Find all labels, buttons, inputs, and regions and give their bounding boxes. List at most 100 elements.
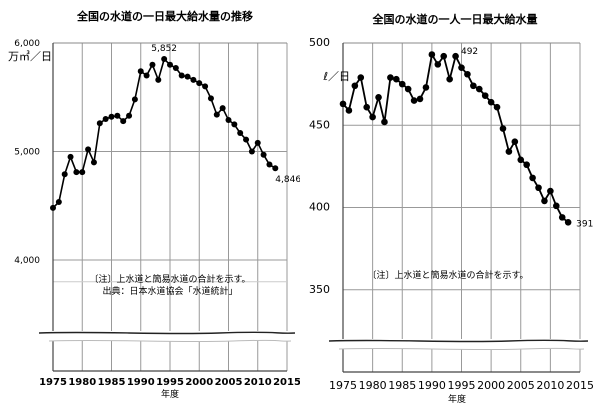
data-point [535, 184, 542, 192]
data-point [517, 156, 525, 164]
x-tick-label: 2010 [536, 379, 564, 392]
left-chart: 全国の水道の一日最大給水量の推移 6,000 5,000 4,000 万㎥／日 1975 1… [8, 9, 300, 400]
x-tick-label: 2000 [185, 377, 213, 388]
data-point [564, 219, 572, 226]
data-point [357, 74, 365, 81]
x-tick-label: 1975 [39, 377, 67, 388]
axis-break-line [48, 339, 292, 343]
data-point [55, 198, 62, 205]
data-point [464, 70, 471, 78]
data-point [219, 105, 226, 112]
data-point [272, 165, 279, 172]
data-point [248, 148, 255, 155]
data-point [202, 83, 209, 90]
y-tick-label: 4,000 [14, 256, 40, 266]
x-tick-label: 2000 [477, 379, 505, 392]
data-point [207, 95, 214, 102]
data-point [410, 97, 418, 104]
data-point [79, 169, 86, 176]
y-tick-label: 6,000 [14, 39, 40, 49]
data-point [339, 100, 347, 108]
x-tick-label: 1980 [359, 379, 387, 392]
data-point [499, 125, 507, 132]
data-point [547, 187, 554, 195]
x-tick-label: 1975 [329, 379, 357, 392]
right-chart: 全国の水道の一人一日最大給水量 500 450 400 350 ℓ／日 1975 1980 19… [300, 0, 600, 416]
axis-break-line [38, 331, 296, 335]
data-point [558, 214, 566, 221]
data-point [161, 56, 168, 63]
data-point [452, 52, 459, 60]
x-tick-label: 1980 [68, 377, 96, 388]
data-point [231, 121, 238, 128]
data-point [393, 75, 400, 83]
x-tick-label: 1985 [98, 377, 126, 388]
data-point [167, 61, 173, 68]
data-point [541, 197, 548, 205]
data-point [553, 202, 560, 210]
data-point [254, 139, 261, 146]
data-point [398, 80, 406, 88]
data-point [470, 82, 477, 90]
data-point [529, 174, 536, 182]
x-tick-label: 1990 [418, 379, 446, 392]
data-point [511, 138, 519, 145]
data-point [345, 107, 353, 114]
data-point [131, 96, 138, 103]
data-point [149, 61, 156, 68]
data-point [375, 93, 382, 101]
data-point [237, 130, 244, 137]
data-point [143, 72, 150, 79]
data-point [381, 118, 388, 126]
data-point [404, 85, 412, 93]
y-tick-label: 450 [309, 118, 330, 131]
y-axis-unit: ℓ／日 [322, 70, 350, 83]
chart-note: 〔注〕上水道と簡易水道の合計を示す。 [367, 269, 528, 281]
y-tick-label: 5,000 [14, 148, 40, 158]
data-point [260, 151, 267, 158]
data-point [434, 61, 442, 68]
data-point [178, 72, 185, 79]
x-tick-label: 1995 [156, 377, 184, 388]
data-point [440, 52, 448, 60]
data-point [137, 68, 144, 75]
data-point [493, 103, 501, 111]
x-tick-label: 2015 [566, 379, 594, 392]
data-point [351, 82, 359, 90]
data-point [155, 76, 162, 83]
data-point [487, 98, 495, 106]
x-tick-label: 2005 [215, 377, 243, 388]
y-tick-label: 350 [309, 283, 330, 296]
data-point [61, 171, 68, 178]
data-point [172, 64, 179, 71]
y-axis-unit: 万㎥／日 [8, 50, 52, 63]
chart-title: 全国の水道の一人一日最大給水量 [372, 12, 538, 26]
data-point [102, 115, 109, 122]
data-point [243, 136, 250, 143]
x-tick-label: 1985 [388, 379, 416, 392]
data-point [416, 95, 424, 103]
data-point [85, 146, 92, 153]
data-point [114, 112, 121, 119]
data-line [342, 51, 569, 223]
data-point [422, 84, 430, 91]
data-point [50, 204, 56, 211]
data-point [67, 153, 74, 160]
data-point [428, 51, 436, 58]
data-point [126, 112, 133, 119]
chart-note: 〔注〕上水道と簡易水道の合計を示す。 [89, 273, 250, 285]
data-point [481, 92, 489, 99]
x-tick-label: 2010 [244, 377, 272, 388]
data-point [475, 85, 483, 93]
x-tick-label: 1995 [448, 379, 476, 392]
y-tick-label: 500 [309, 36, 330, 49]
data-point [523, 161, 530, 169]
axis-break-line [328, 339, 589, 343]
end-value-label: 4,846 [275, 175, 300, 185]
data-point [196, 80, 203, 87]
data-point [446, 75, 453, 83]
x-tick-label: 1990 [127, 377, 155, 388]
end-value-label: 391 [576, 219, 593, 229]
